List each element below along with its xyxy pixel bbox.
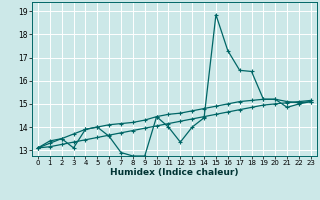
X-axis label: Humidex (Indice chaleur): Humidex (Indice chaleur) <box>110 168 239 177</box>
